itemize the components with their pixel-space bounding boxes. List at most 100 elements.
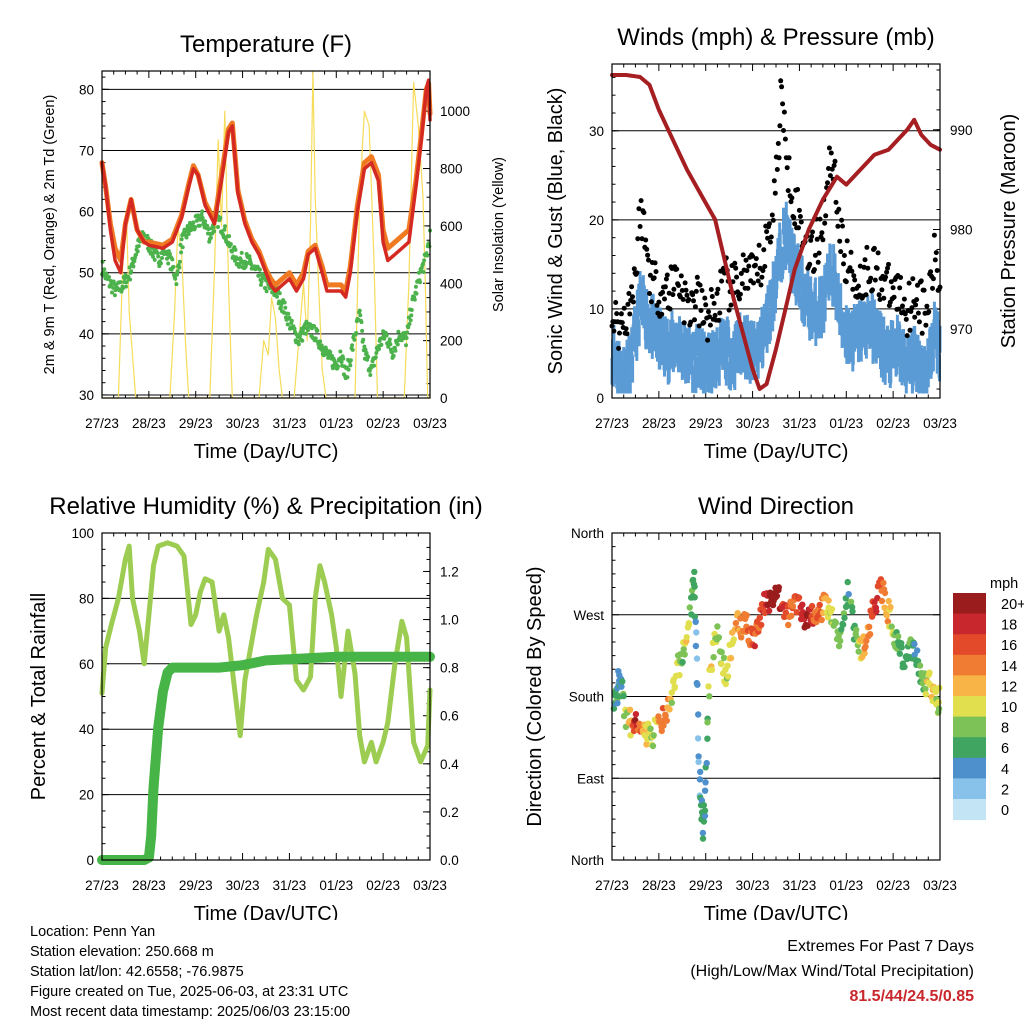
dewpoint-point <box>203 219 208 224</box>
dewpoint-point <box>360 328 365 333</box>
gust-point <box>833 199 839 205</box>
direction-point <box>788 612 795 619</box>
gust-point <box>767 239 773 245</box>
direction-point <box>650 732 657 739</box>
direction-point <box>702 779 709 786</box>
dewpoint-point <box>167 252 172 256</box>
gust-point <box>611 328 617 334</box>
gust-point <box>779 84 785 90</box>
gust-point <box>699 288 705 293</box>
dewpoint-point <box>102 267 107 272</box>
panel-title: Winds (mph) & Pressure (mb) <box>617 24 934 51</box>
dewpoint-point <box>289 318 294 323</box>
gust-point <box>674 266 680 272</box>
gust-point <box>740 252 746 258</box>
gust-point <box>777 123 783 129</box>
gust-point <box>814 236 820 242</box>
direction-point <box>692 618 699 625</box>
legend-swatch <box>953 593 986 615</box>
gust-point <box>676 283 681 288</box>
gust-point <box>822 220 828 226</box>
gust-point <box>874 265 880 271</box>
y2-axis-label: Station Pressure (Maroon) <box>998 114 1020 349</box>
gust-point <box>780 101 786 107</box>
dewpoint-point <box>174 282 179 287</box>
gust-point <box>769 212 775 218</box>
y2-tick-label: 970 <box>950 322 973 337</box>
direction-point <box>765 607 773 614</box>
gust-point <box>811 267 817 273</box>
direction-point <box>756 614 763 621</box>
gust-point <box>825 180 830 186</box>
direction-point <box>861 650 868 657</box>
x-tick-label: 02/23 <box>876 416 910 431</box>
y2-tick-label: 800 <box>440 162 463 177</box>
dewpoint-point <box>404 336 409 340</box>
legend-title: mph <box>990 576 1018 592</box>
legend-swatch <box>953 799 986 821</box>
direction-point <box>691 568 698 576</box>
direction-point <box>881 604 888 611</box>
y2-tick-label: 0.6 <box>440 709 459 724</box>
gust-point <box>836 206 842 212</box>
gust-point <box>760 268 766 274</box>
y2-tick-label: 0.2 <box>440 805 459 820</box>
y-tick-label: North <box>571 853 604 868</box>
direction-point <box>724 662 731 669</box>
direction-point <box>695 753 702 760</box>
legend-label: 4 <box>1001 762 1009 778</box>
dewpoint-point <box>282 300 287 305</box>
direction-point <box>853 626 860 633</box>
direction-point <box>658 727 665 735</box>
direction-point <box>936 684 943 692</box>
dewpoint-point <box>257 267 262 272</box>
dewpoint-point <box>350 343 355 348</box>
direction-point <box>700 818 708 825</box>
dewpoint-point <box>407 322 412 326</box>
y-tick-label: 10 <box>589 302 604 317</box>
direction-point <box>818 616 825 624</box>
dewpoint-point <box>300 338 305 343</box>
gust-point <box>726 307 732 313</box>
dewpoint-point <box>404 343 408 348</box>
direction-point <box>647 725 654 732</box>
gust-point <box>752 262 758 268</box>
dewpoint-point <box>173 276 178 281</box>
direction-point <box>849 608 856 615</box>
gust-point <box>648 299 654 305</box>
direction-point <box>691 613 699 620</box>
panel-title: Temperature (F) <box>180 31 352 58</box>
x-tick-label: 01/23 <box>319 878 353 893</box>
gust-point <box>921 287 927 293</box>
dewpoint-point <box>345 375 350 380</box>
dewpoint-point <box>298 333 302 338</box>
gust-point <box>916 319 922 325</box>
gust-point <box>641 210 647 216</box>
dewpoint-point <box>155 251 160 256</box>
plot-frame <box>611 63 941 399</box>
gust-point <box>617 330 622 336</box>
gust-point <box>791 215 797 220</box>
y-tick-label: 60 <box>79 205 94 220</box>
gust-point <box>844 238 850 244</box>
y2-tick-label: 0.4 <box>440 757 459 772</box>
dewpoint-point <box>156 254 161 259</box>
direction-point <box>697 768 704 776</box>
y2-tick-label: 600 <box>440 219 463 234</box>
gust-point <box>647 291 652 296</box>
gust-point <box>679 288 685 293</box>
dewpoint-point <box>366 355 371 359</box>
gust-point <box>662 284 668 290</box>
direction-point <box>884 618 891 625</box>
x-tick-label: 02/23 <box>876 878 910 893</box>
dewpoint-point <box>312 324 317 329</box>
dewpoint-point <box>152 257 157 262</box>
dewpoint-point <box>177 265 182 270</box>
y2-tick-label: 400 <box>440 276 463 291</box>
gust-point <box>651 275 657 281</box>
dewpoint-point <box>336 364 340 369</box>
direction-point <box>911 640 918 648</box>
direction-point <box>632 716 639 724</box>
dewpoint-point <box>196 213 201 218</box>
precip-line <box>97 651 435 865</box>
